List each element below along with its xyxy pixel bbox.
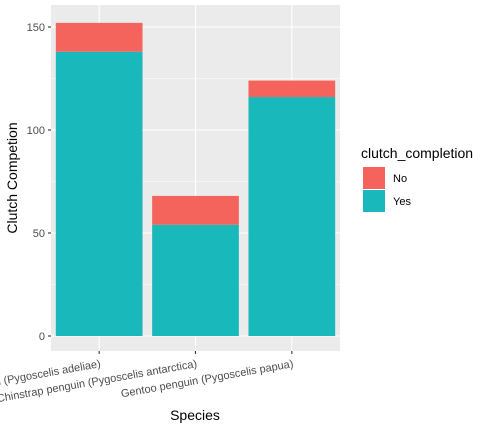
x-tick-label: Gentoo penguin (Pygoscelis papua) — [120, 358, 294, 400]
x-axis-title: Species — [170, 407, 220, 423]
y-axis-title: Clutch Competion — [4, 122, 20, 233]
legend-key-no — [363, 167, 385, 189]
x-axis: Adelie Penguin (Pygoscelis adeliae)Chins… — [0, 351, 294, 405]
bar-yes — [55, 51, 143, 336]
y-axis: 0 50 100 150 — [27, 22, 51, 343]
legend: clutch_completion No Yes — [361, 145, 473, 212]
y-tick-label: 150 — [27, 22, 45, 34]
bar-no — [152, 195, 239, 225]
bar-yes — [248, 97, 336, 336]
y-tick-label: 0 — [39, 331, 45, 343]
bars — [55, 22, 336, 336]
legend-title: clutch_completion — [361, 145, 473, 161]
y-tick-label: 100 — [27, 125, 45, 137]
legend-label-no: No — [393, 173, 407, 185]
legend-key-yes — [363, 190, 385, 212]
bar-yes — [152, 224, 239, 336]
bar-no — [55, 22, 143, 52]
bar-no — [248, 80, 336, 98]
y-tick-label: 50 — [33, 228, 45, 240]
legend-label-yes: Yes — [393, 196, 411, 208]
